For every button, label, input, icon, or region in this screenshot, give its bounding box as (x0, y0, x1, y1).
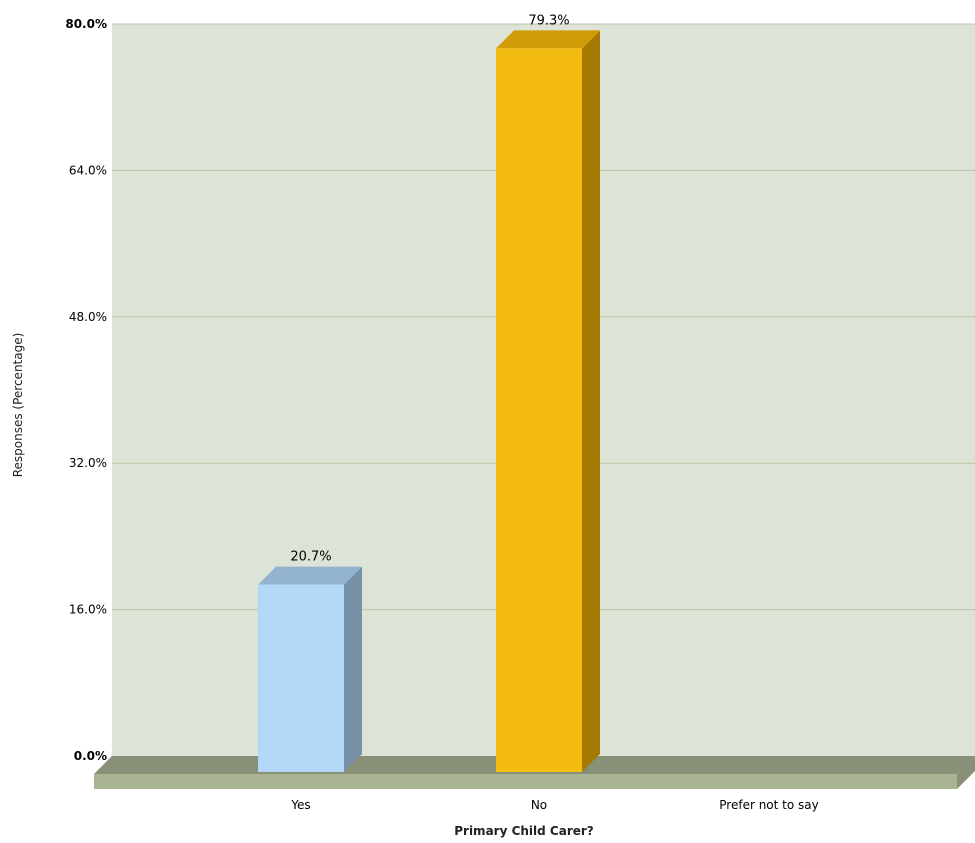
data-label: 79.3% (528, 13, 569, 28)
x-axis-title: Primary Child Carer? (454, 824, 594, 838)
y-axis-ticks: 0.0% 16.0% 32.0% 48.0% 64.0% 80.0% (65, 17, 107, 763)
bar (496, 48, 582, 772)
bar-side (582, 30, 600, 772)
bars: 20.7% 79.3% (258, 13, 600, 772)
bar-top (258, 566, 362, 585)
floor-front (94, 774, 957, 789)
y-axis-title: Responses (Percentage) (11, 333, 25, 478)
x-axis-ticks: Yes No Prefer not to say (290, 798, 818, 812)
x-tick-label: Prefer not to say (719, 798, 818, 812)
y-tick-label: 80.0% (65, 17, 107, 31)
y-tick-label: 16.0% (69, 603, 107, 617)
y-tick-label: 0.0% (74, 749, 107, 763)
y-tick-label: 64.0% (69, 163, 107, 177)
y-tick-label: 48.0% (69, 310, 107, 324)
data-label: 20.7% (290, 550, 331, 565)
bar (258, 584, 344, 772)
bar-top (496, 30, 600, 49)
bar-side (344, 566, 362, 772)
x-tick-label: No (531, 798, 547, 812)
x-tick-label: Yes (290, 798, 310, 812)
y-tick-label: 32.0% (69, 456, 107, 470)
floor-end (957, 756, 975, 789)
